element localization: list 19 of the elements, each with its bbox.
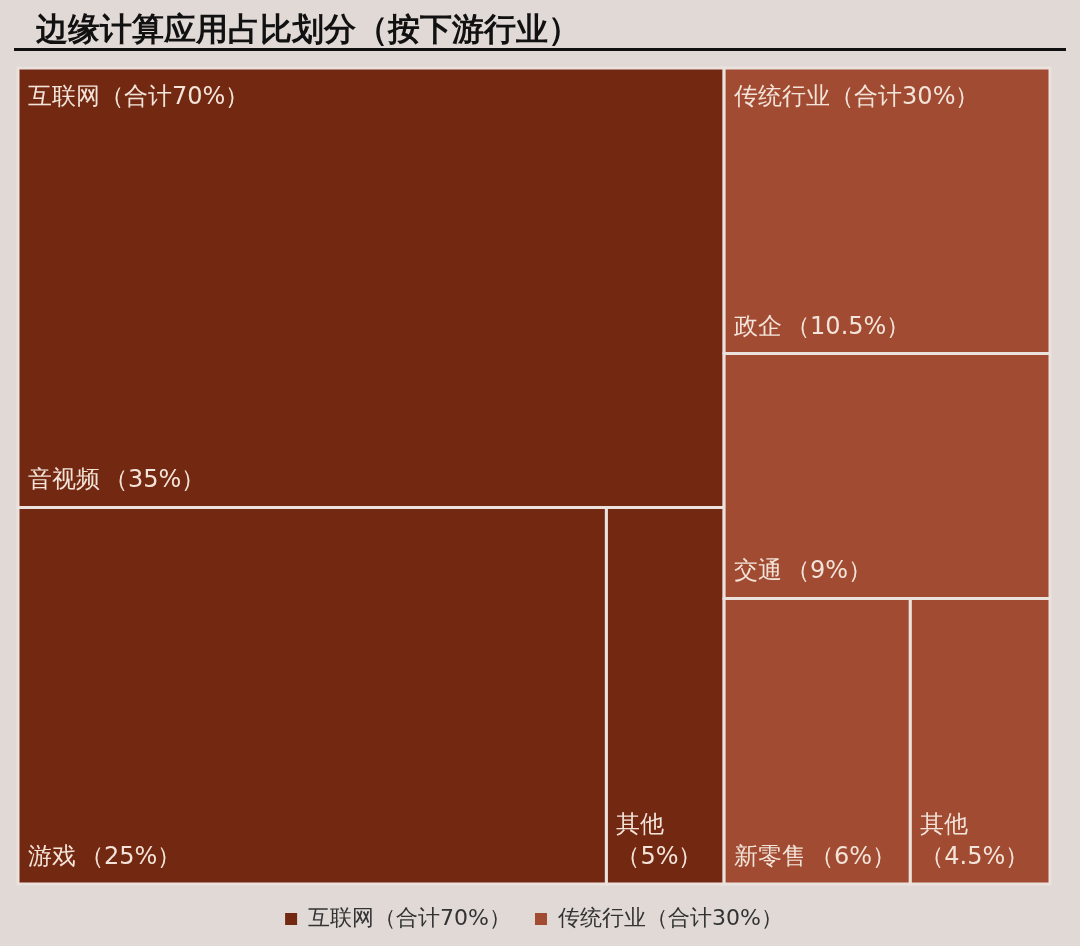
data-label: （25%） bbox=[80, 842, 182, 870]
data-label: （6%） bbox=[810, 842, 897, 870]
data-label: （4.5%） bbox=[920, 842, 1030, 870]
category-label: 政企 bbox=[734, 311, 783, 340]
text: 传统行业（合计30%） bbox=[734, 82, 980, 110]
category-label: 其他 bbox=[616, 810, 665, 838]
text: 互联网（合计70%） bbox=[28, 82, 250, 110]
text: 边缘计算应用占比划分（按下游行业） bbox=[36, 9, 580, 50]
data-label: （9%） bbox=[786, 556, 873, 585]
legend-label: 传统行业（合计30%） bbox=[558, 904, 783, 930]
category-label: 其他 bbox=[920, 810, 969, 838]
category-label: 新零售 bbox=[734, 842, 807, 870]
data-label: （10.5%） bbox=[786, 311, 911, 340]
data-label: （35%） bbox=[104, 465, 206, 494]
data-label: （5%） bbox=[616, 842, 703, 870]
category-label: 音视频 bbox=[28, 465, 100, 494]
category-label: 游戏 bbox=[28, 842, 76, 870]
legend-label: 互联网（合计70%） bbox=[308, 904, 512, 930]
category-label: 交通 bbox=[734, 556, 783, 585]
